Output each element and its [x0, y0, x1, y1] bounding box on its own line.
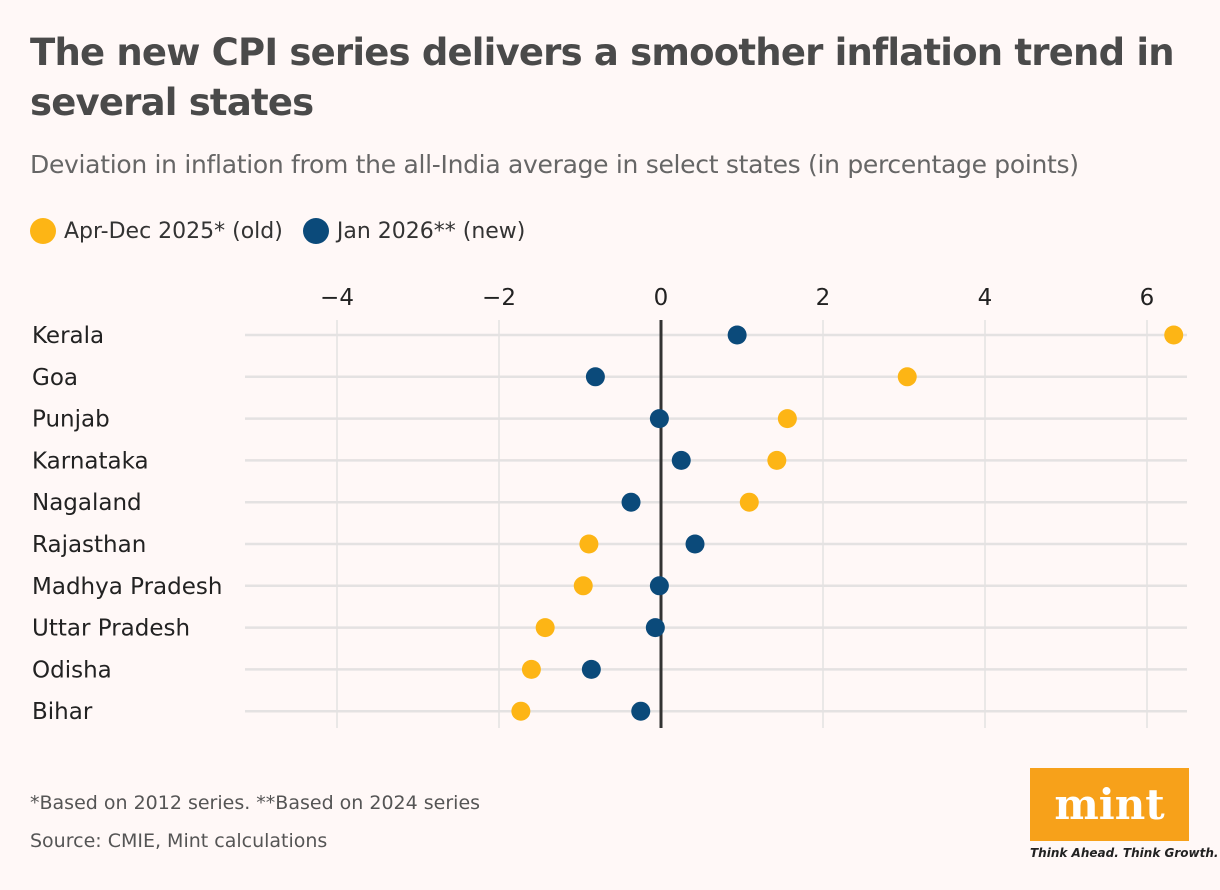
mint-logo: mint — [1030, 768, 1189, 841]
category-label: Punjab — [32, 407, 110, 433]
x-tick-label: 4 — [978, 285, 993, 311]
dot-new — [581, 659, 601, 679]
x-tick-label: −2 — [482, 285, 516, 311]
x-tick-label: 6 — [1140, 285, 1155, 311]
category-label: Rajasthan — [32, 532, 146, 558]
legend: Apr-Dec 2025* (old) Jan 2026** (new) — [30, 218, 545, 244]
dot-new — [631, 701, 651, 721]
x-tick-label: 0 — [654, 285, 669, 311]
legend-dot-new — [302, 218, 329, 244]
x-tick-label: −4 — [320, 285, 354, 311]
dot-new — [685, 534, 705, 554]
category-label: Goa — [32, 365, 78, 391]
dot-old — [777, 409, 797, 429]
dot-old — [573, 576, 593, 596]
dot-old — [579, 534, 599, 554]
dot-old — [1164, 325, 1184, 345]
legend-label-new: Jan 2026** (new) — [336, 218, 526, 244]
source-note: Source: CMIE, Mint calculations — [30, 830, 328, 852]
category-label: Odisha — [32, 657, 112, 683]
footnote: *Based on 2012 series. **Based on 2024 s… — [30, 792, 481, 814]
dot-old — [521, 659, 541, 679]
dot-old — [897, 367, 917, 387]
dot-new — [671, 450, 691, 470]
category-label: Madhya Pradesh — [32, 574, 222, 600]
legend-item-old: Apr-Dec 2025* (old) — [30, 218, 283, 244]
chart-title: The new CPI series delivers a smoother i… — [30, 31, 1175, 124]
category-label: Uttar Pradesh — [32, 616, 190, 642]
dot-new — [727, 325, 747, 345]
logo-tagline: Think Ahead. Think Growth. — [1030, 846, 1219, 860]
legend-item-new: Jan 2026** (new) — [302, 218, 526, 244]
dot-new — [649, 576, 669, 596]
dot-old — [767, 450, 787, 470]
dot-old — [511, 701, 531, 721]
legend-label-old: Apr-Dec 2025* (old) — [64, 218, 283, 244]
dot-new — [621, 492, 641, 512]
dot-old — [739, 492, 759, 512]
category-label: Karnataka — [32, 448, 149, 474]
chart-subtitle: Deviation in inflation from the all-Indi… — [30, 150, 1079, 179]
dot-old — [535, 618, 555, 638]
dot-new — [645, 618, 665, 638]
x-tick-label: 2 — [816, 285, 831, 311]
category-label: Bihar — [32, 699, 93, 725]
dot-new — [649, 409, 669, 429]
category-label: Nagaland — [32, 490, 142, 516]
dot-new — [585, 367, 605, 387]
category-label: Kerala — [32, 323, 104, 349]
legend-dot-old — [30, 218, 56, 244]
